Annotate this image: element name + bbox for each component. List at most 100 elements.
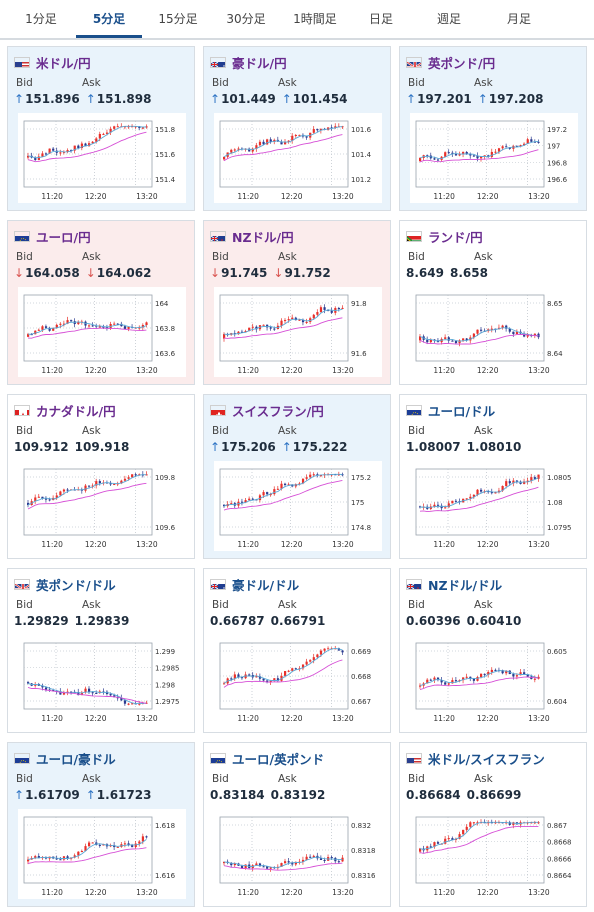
pair-link[interactable]: 米ドル/円 [14, 52, 91, 72]
ask-label: Ask [278, 425, 297, 437]
y-tick-label: 101.4 [351, 151, 372, 159]
candle-body [73, 145, 76, 151]
pair-link[interactable]: ユーロ/円 [14, 226, 91, 246]
y-tick-label: 196.6 [547, 176, 568, 184]
candle-body [123, 478, 127, 481]
mini-candlestick-chart[interactable]: 1.299 1.2985 1.298 1.2975 11:20 12:20 13:20 [18, 635, 186, 725]
pair-link[interactable]: ユーロ/豪ドル [14, 748, 116, 768]
candle-body [80, 143, 84, 149]
moving-average-slow-line [27, 686, 147, 704]
x-tick-label: 12:20 [281, 366, 303, 375]
candle-body [233, 863, 236, 866]
tab-5min[interactable]: 5分足 [76, 0, 142, 38]
pair-name: NZドル/円 [232, 229, 294, 245]
tab-30min[interactable]: 30分足 [226, 12, 266, 26]
candle-body [337, 474, 341, 476]
chart-canvas: 0.832 0.8318 0.8316 11:20 12:20 13:20 [219, 816, 376, 897]
tab-15min[interactable]: 15分足 [158, 12, 198, 26]
rate-card: ランド/円 Bid Ask 8.649 8.658 8.65 8.64 11:20 12:20 1… [399, 220, 587, 385]
mini-candlestick-chart[interactable]: 0.832 0.8318 0.8316 11:20 12:20 13:20 [214, 809, 382, 899]
bid-value: ↓164.058 [14, 266, 80, 280]
candle-body [483, 822, 486, 824]
pair-link[interactable]: NZドル/円 [210, 226, 294, 246]
up-arrow-icon: ↑ [210, 440, 221, 454]
quote-values: 0.66787 0.66791 [210, 614, 325, 628]
candle-body [27, 859, 30, 862]
bid-value: ↓91.745 [210, 266, 268, 280]
ask-label: Ask [474, 251, 493, 263]
candle-body [465, 676, 468, 678]
pair-link[interactable]: 英ポンド/ドル [14, 574, 116, 594]
rate-card: ユーロ/英ポンド Bid Ask 0.83184 0.83192 0.832 0.8318 0… [203, 742, 391, 907]
y-tick-label: 0.8316 [351, 872, 376, 880]
bid-label: Bid [212, 251, 229, 263]
mini-candlestick-chart[interactable]: 151.8 151.6 151.4 11:20 12:20 13:20 [18, 113, 186, 203]
pair-link[interactable]: 英ポンド/円 [406, 52, 495, 72]
candle-body [284, 320, 287, 322]
candle-body [251, 148, 254, 152]
candle-body [123, 700, 127, 704]
mini-candlestick-chart[interactable]: 1.0805 1.08 1.0795 11:20 12:20 13:20 [410, 461, 578, 551]
pair-link[interactable]: 米ドル/スイスフラン [406, 748, 545, 768]
x-tick-label: 13:20 [332, 192, 354, 201]
candle-body [113, 695, 116, 698]
x-tick-label: 11:20 [41, 888, 63, 897]
x-tick-label: 13:20 [136, 714, 158, 723]
pair-link[interactable]: スイスフラン/円 [210, 400, 324, 420]
mini-candlestick-chart[interactable]: 8.65 8.64 11:20 12:20 13:20 [410, 287, 578, 377]
pair-link[interactable]: ユーロ/英ポンド [210, 748, 324, 768]
x-tick-label: 11:20 [41, 540, 63, 549]
bid-value: ↑197.201 [406, 92, 472, 106]
candle-body [436, 842, 440, 844]
candle-body [30, 334, 33, 336]
y-tick-label: 163.6 [155, 350, 176, 358]
candle-body [262, 678, 265, 681]
flag-icon [14, 56, 30, 68]
mini-candlestick-chart[interactable]: 91.8 91.6 11:20 12:20 13:20 [214, 287, 382, 377]
candle-body [240, 501, 244, 503]
candle-body [280, 483, 283, 489]
y-tick-label: 91.8 [351, 300, 367, 308]
candle-body [301, 478, 305, 484]
up-arrow-icon: ↑ [406, 92, 417, 106]
candle-body [116, 323, 119, 325]
mini-candlestick-chart[interactable]: 1.618 1.616 11:20 12:20 13:20 [18, 809, 186, 899]
candle-body [120, 697, 123, 701]
tab-weekly[interactable]: 週足 [436, 12, 461, 26]
pair-link[interactable]: 豪ドル/円 [210, 52, 287, 72]
candle-body [258, 495, 262, 501]
candle-body [472, 155, 476, 157]
candle-body [95, 481, 98, 486]
tab-daily[interactable]: 日足 [368, 12, 393, 26]
mini-candlestick-chart[interactable]: 0.669 0.668 0.667 11:20 12:20 13:20 [214, 635, 382, 725]
tab-1min[interactable]: 1分足 [25, 12, 57, 26]
bid-value: 0.86684 [406, 788, 461, 802]
candle-body [341, 650, 344, 653]
candle-body [91, 141, 94, 144]
candle-body [476, 329, 479, 334]
pair-link[interactable]: ユーロ/ドル [406, 400, 495, 420]
moving-average-fast-line [419, 477, 539, 509]
candle-body [537, 822, 540, 824]
pair-link[interactable]: 豪ドル/ドル [210, 574, 299, 594]
mini-candlestick-chart[interactable]: 0.867 0.8668 0.8666 0.8664 11:20 12:20 13:20 [410, 809, 578, 899]
candle-body [273, 678, 276, 681]
pair-link[interactable]: カナダドル/円 [14, 400, 116, 420]
candle-body [497, 822, 501, 824]
pair-link[interactable]: NZドル/ドル [406, 574, 502, 594]
candle-body [91, 485, 94, 487]
mini-candlestick-chart[interactable]: 175.2 175 174.8 11:20 12:20 13:20 [214, 461, 382, 551]
mini-candlestick-chart[interactable]: 197.2 197 196.8 196.6 11:20 12:20 13:20 [410, 113, 578, 203]
mini-candlestick-chart[interactable]: 0.605 0.604 11:20 12:20 13:20 [410, 635, 578, 725]
pair-link[interactable]: ランド/円 [406, 226, 483, 246]
mini-candlestick-chart[interactable]: 109.8 109.6 11:20 12:20 13:20 [18, 461, 186, 551]
up-arrow-icon: ↑ [14, 92, 25, 106]
mini-candlestick-chart[interactable]: 101.6 101.4 101.2 11:20 12:20 13:20 [214, 113, 382, 203]
bid-value: 1.29829 [14, 614, 69, 628]
candle-body [501, 325, 504, 328]
candle-body [116, 126, 119, 128]
mini-candlestick-chart[interactable]: 164 163.8 163.6 11:20 12:20 13:20 [18, 287, 186, 377]
tab-monthly[interactable]: 月足 [506, 12, 531, 26]
x-tick-label: 13:20 [136, 888, 158, 897]
tab-1hour[interactable]: 1時間足 [293, 12, 337, 26]
